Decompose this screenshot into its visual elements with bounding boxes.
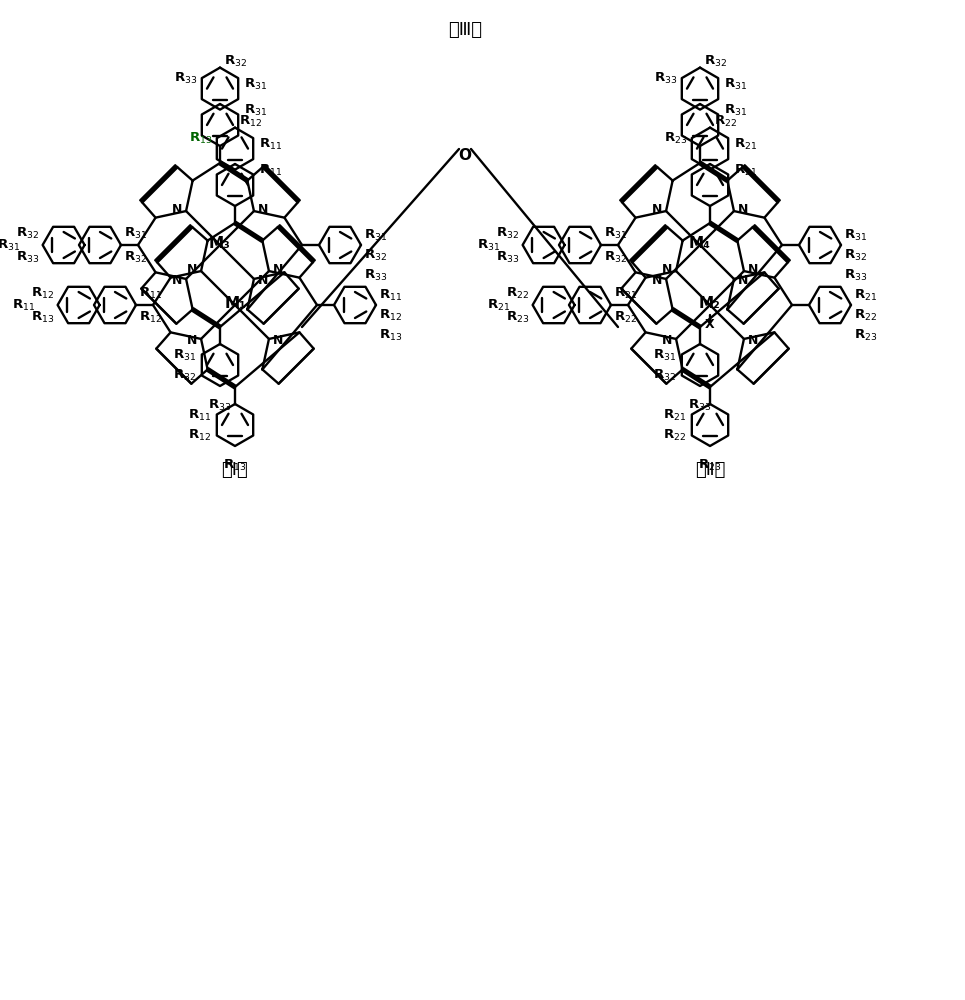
Text: R$_{31}$: R$_{31}$ (724, 103, 747, 118)
Text: R$_{33}$: R$_{33}$ (16, 249, 40, 265)
Text: R$_{12}$: R$_{12}$ (188, 427, 211, 443)
Text: R$_{11}$: R$_{11}$ (259, 137, 282, 152)
Text: R$_{13}$: R$_{13}$ (31, 309, 55, 325)
Text: R$_{23}$: R$_{23}$ (664, 131, 687, 146)
Text: N: N (748, 263, 758, 276)
Text: N: N (258, 274, 268, 287)
Text: R$_{32}$: R$_{32}$ (604, 249, 627, 265)
Text: R$_{12}$: R$_{12}$ (379, 307, 402, 323)
Text: R$_{11}$: R$_{11}$ (13, 297, 36, 313)
Text: N: N (651, 274, 662, 287)
Text: R$_{11}$: R$_{11}$ (139, 285, 162, 301)
Text: R$_{21}$: R$_{21}$ (614, 285, 637, 301)
Text: R$_{11}$: R$_{11}$ (188, 407, 211, 423)
Text: R$_{12}$: R$_{12}$ (239, 114, 262, 129)
Text: R$_{33}$: R$_{33}$ (653, 71, 677, 86)
Text: R$_{13}$: R$_{13}$ (188, 131, 212, 146)
Text: R$_{31}$: R$_{31}$ (478, 237, 501, 253)
Text: R$_{11}$: R$_{11}$ (379, 287, 402, 303)
Text: R$_{21}$: R$_{21}$ (487, 297, 510, 313)
Text: R$_{32}$: R$_{32}$ (364, 247, 387, 263)
Text: M₃: M₃ (209, 235, 231, 250)
Text: R$_{31}$: R$_{31}$ (652, 347, 676, 363)
Text: M₁: M₁ (224, 296, 246, 310)
Text: M₄: M₄ (689, 235, 711, 250)
Text: R$_{31}$: R$_{31}$ (173, 347, 196, 363)
Text: R$_{11}$: R$_{11}$ (259, 163, 282, 178)
Text: N: N (651, 203, 662, 216)
Text: R$_{22}$: R$_{22}$ (714, 114, 737, 129)
Text: R$_{21}$: R$_{21}$ (734, 163, 758, 178)
Text: R$_{32}$: R$_{32}$ (224, 54, 247, 69)
Text: X: X (705, 318, 715, 332)
Text: R$_{23}$: R$_{23}$ (699, 458, 722, 473)
Text: R$_{32}$: R$_{32}$ (497, 225, 519, 241)
Text: R$_{32}$: R$_{32}$ (653, 367, 676, 383)
Text: R$_{31}$: R$_{31}$ (724, 77, 747, 92)
Text: R$_{12}$: R$_{12}$ (32, 285, 55, 301)
Text: R$_{33}$: R$_{33}$ (208, 398, 232, 413)
Text: N: N (738, 274, 748, 287)
Text: M₂: M₂ (699, 296, 721, 310)
Text: R$_{32}$: R$_{32}$ (16, 225, 40, 241)
Text: R$_{23}$: R$_{23}$ (854, 327, 877, 343)
Text: R$_{22}$: R$_{22}$ (614, 309, 637, 325)
Text: N: N (172, 274, 182, 287)
Text: N: N (186, 263, 197, 276)
Text: N: N (273, 334, 284, 347)
Text: R$_{32}$: R$_{32}$ (173, 367, 196, 383)
Text: R$_{22}$: R$_{22}$ (663, 427, 686, 443)
Text: R$_{22}$: R$_{22}$ (507, 285, 530, 301)
Text: N: N (662, 263, 672, 276)
Text: R$_{22}$: R$_{22}$ (854, 307, 877, 323)
Text: R$_{31}$: R$_{31}$ (844, 227, 868, 243)
Text: R$_{21}$: R$_{21}$ (734, 137, 758, 152)
Text: R$_{23}$: R$_{23}$ (507, 309, 530, 325)
Text: N: N (258, 203, 268, 216)
Text: （Ⅲ）: （Ⅲ） (448, 21, 482, 39)
Text: R$_{33}$: R$_{33}$ (496, 249, 519, 265)
Text: N: N (273, 263, 284, 276)
Text: R$_{13}$: R$_{13}$ (379, 327, 402, 343)
Text: R$_{21}$: R$_{21}$ (663, 407, 686, 423)
Text: R$_{33}$: R$_{33}$ (364, 267, 387, 283)
Text: R$_{32}$: R$_{32}$ (124, 249, 147, 265)
Text: R$_{31}$: R$_{31}$ (604, 225, 627, 241)
Text: R$_{31}$: R$_{31}$ (364, 227, 387, 243)
Text: N: N (186, 334, 197, 347)
Text: O: O (458, 147, 472, 162)
Text: N: N (662, 334, 672, 347)
Text: N: N (738, 203, 748, 216)
Text: R$_{21}$: R$_{21}$ (854, 287, 877, 303)
Text: （Ⅱ）: （Ⅱ） (695, 461, 725, 479)
Text: R$_{12}$: R$_{12}$ (139, 309, 162, 325)
Text: R$_{32}$: R$_{32}$ (704, 54, 728, 69)
Text: N: N (748, 334, 758, 347)
Text: R$_{33}$: R$_{33}$ (688, 398, 711, 413)
Text: R$_{32}$: R$_{32}$ (844, 247, 868, 263)
Text: R$_{31}$: R$_{31}$ (124, 225, 148, 241)
Text: R$_{33}$: R$_{33}$ (844, 267, 868, 283)
Text: （Ⅰ）: （Ⅰ） (222, 461, 248, 479)
Text: R$_{31}$: R$_{31}$ (0, 237, 20, 253)
Text: R$_{31}$: R$_{31}$ (244, 103, 267, 118)
Text: R$_{33}$: R$_{33}$ (174, 71, 197, 86)
Text: N: N (172, 203, 182, 216)
Text: R$_{13}$: R$_{13}$ (223, 458, 247, 473)
Text: R$_{31}$: R$_{31}$ (244, 77, 267, 92)
